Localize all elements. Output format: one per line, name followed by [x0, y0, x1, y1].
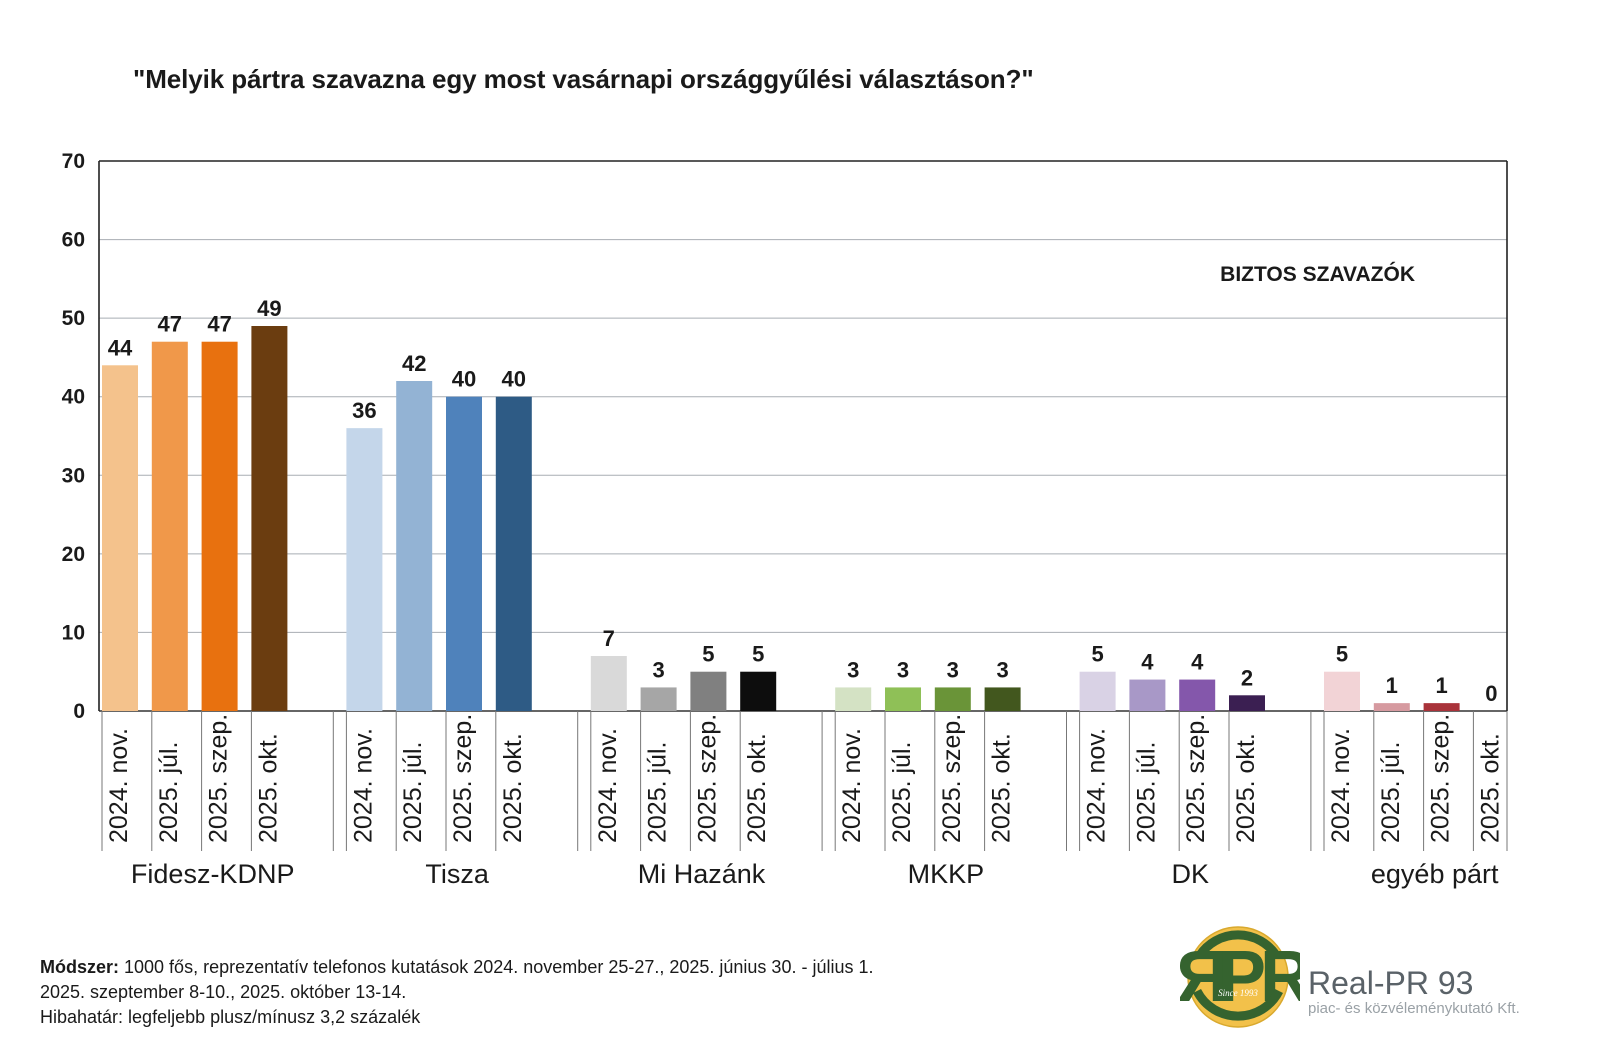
svg-text:10: 10: [62, 621, 85, 644]
svg-text:5: 5: [1336, 642, 1348, 667]
svg-text:2025. okt.: 2025. okt.: [988, 733, 1016, 843]
svg-text:2024. nov.: 2024. nov.: [105, 728, 133, 843]
svg-text:20: 20: [62, 543, 85, 566]
svg-text:Tisza: Tisza: [425, 859, 489, 889]
svg-text:60: 60: [62, 229, 85, 252]
svg-text:49: 49: [257, 296, 281, 321]
svg-text:5: 5: [752, 642, 764, 667]
svg-text:2024. nov.: 2024. nov.: [594, 728, 622, 843]
svg-text:2025. júl.: 2025. júl.: [399, 742, 427, 843]
svg-text:2025. okt.: 2025. okt.: [743, 733, 771, 843]
svg-text:2024. nov.: 2024. nov.: [1327, 728, 1355, 843]
svg-text:MKKP: MKKP: [908, 859, 985, 889]
svg-text:Since 1993: Since 1993: [1218, 988, 1258, 998]
svg-text:2025. júl.: 2025. júl.: [1132, 742, 1160, 843]
svg-text:2025. szep.: 2025. szep.: [693, 714, 721, 843]
svg-text:egyéb párt: egyéb párt: [1371, 859, 1499, 889]
svg-text:0: 0: [1485, 681, 1497, 706]
svg-text:2024. nov.: 2024. nov.: [1083, 728, 1111, 843]
svg-text:40: 40: [62, 386, 85, 409]
svg-text:2025. szep.: 2025. szep.: [449, 714, 477, 843]
svg-text:2024. nov.: 2024. nov.: [838, 728, 866, 843]
svg-text:2025. szep.: 2025. szep.: [1427, 714, 1455, 843]
svg-text:40: 40: [502, 367, 526, 392]
svg-text:7: 7: [603, 626, 615, 651]
svg-text:3: 3: [897, 657, 909, 682]
svg-text:2025. okt.: 2025. okt.: [499, 733, 527, 843]
svg-text:30: 30: [62, 464, 85, 487]
svg-text:44: 44: [108, 335, 133, 360]
svg-text:4: 4: [1191, 650, 1204, 675]
svg-text:2025. szep.: 2025. szep.: [205, 714, 233, 843]
svg-text:3: 3: [996, 657, 1008, 682]
svg-text:42: 42: [402, 351, 426, 376]
svg-text:0: 0: [73, 700, 85, 723]
svg-text:47: 47: [207, 312, 231, 337]
svg-text:Mi Hazánk: Mi Hazánk: [638, 859, 766, 889]
svg-text:47: 47: [158, 312, 182, 337]
svg-text:5: 5: [702, 642, 714, 667]
svg-text:2025. okt.: 2025. okt.: [1476, 733, 1504, 843]
svg-text:5: 5: [1091, 642, 1103, 667]
svg-text:36: 36: [352, 398, 376, 423]
svg-text:Fidesz-KDNP: Fidesz-KDNP: [131, 859, 295, 889]
svg-text:DK: DK: [1172, 859, 1210, 889]
svg-text:1: 1: [1435, 673, 1447, 698]
svg-text:2025. szep.: 2025. szep.: [938, 714, 966, 843]
svg-text:3: 3: [847, 657, 859, 682]
svg-text:40: 40: [452, 367, 476, 392]
svg-text:2024. nov.: 2024. nov.: [349, 728, 377, 843]
svg-text:2025. júl.: 2025. júl.: [1377, 742, 1405, 843]
svg-text:1: 1: [1386, 673, 1398, 698]
svg-text:3: 3: [652, 657, 664, 682]
svg-text:2025. szep.: 2025. szep.: [1182, 714, 1210, 843]
svg-text:3: 3: [947, 657, 959, 682]
svg-text:4: 4: [1141, 650, 1154, 675]
svg-text:2025. júl.: 2025. júl.: [155, 742, 183, 843]
svg-text:70: 70: [62, 150, 85, 173]
svg-text:50: 50: [62, 307, 85, 330]
svg-text:2025. okt.: 2025. okt.: [1232, 733, 1260, 843]
svg-text:2025. okt.: 2025. okt.: [254, 733, 282, 843]
svg-text:2: 2: [1241, 665, 1253, 690]
svg-text:BIZTOS SZAVAZÓK: BIZTOS SZAVAZÓK: [1220, 262, 1415, 286]
svg-text:2025. júl.: 2025. júl.: [888, 742, 916, 843]
svg-text:2025. júl.: 2025. júl.: [644, 742, 672, 843]
svg-text:P: P: [1218, 937, 1266, 1017]
